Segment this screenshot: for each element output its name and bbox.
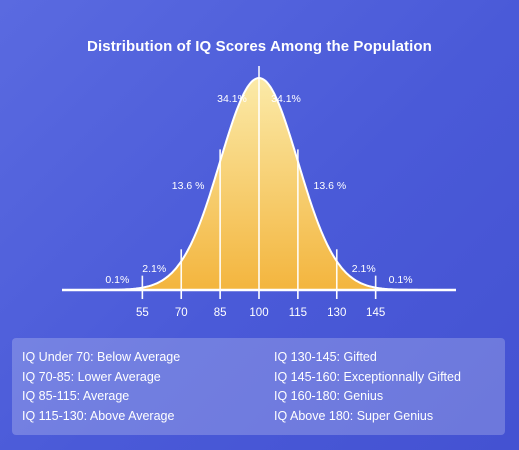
x-tick-label: 55 — [136, 307, 149, 319]
legend-column-right: IQ 130-145: Gifted IQ 145-160: Exception… — [274, 348, 461, 426]
percentage-label: 0.1% — [389, 274, 413, 286]
percentage-label: 0.1% — [105, 274, 129, 286]
percentage-label: 34.1% — [217, 93, 247, 105]
percentage-label: 13.6 % — [172, 180, 205, 192]
legend-item: IQ 70-85: Lower Average — [22, 369, 161, 384]
legend-item: IQ 130-145: Gifted — [274, 350, 377, 364]
x-tick-label: 100 — [249, 307, 268, 319]
legend-item: IQ 115-130: Above Average — [22, 408, 175, 423]
x-tick-label: 130 — [327, 307, 346, 319]
percentage-label: 13.6 % — [314, 180, 347, 192]
percentage-label: 2.1% — [142, 263, 166, 275]
x-tick-label: 145 — [366, 307, 385, 319]
legend-item: IQ Under 70: Below Average — [22, 350, 181, 364]
legend-panel: IQ Under 70: Below Average IQ 70-85: Low… — [12, 338, 505, 435]
legend-item: IQ Above 180: Super Genius — [274, 408, 434, 423]
percentage-label: 34.1% — [271, 93, 301, 105]
chart-title: Distribution of IQ Scores Among the Popu… — [87, 38, 432, 55]
percentage-label: 2.1% — [352, 263, 376, 275]
bell-curve-chart: 55 70 85 100 115 130 145 34.1% 34.1% 13.6 % 13.6 … — [62, 78, 456, 319]
x-tick-label: 70 — [175, 307, 188, 319]
x-tick-label: 115 — [289, 307, 307, 319]
x-tick-label: 85 — [214, 307, 227, 319]
legend-item: IQ 160-180: Genius — [274, 389, 384, 403]
legend-item: IQ 145-160: Exceptionnally Gifted — [274, 369, 461, 384]
legend-item: IQ 85-115: Average — [22, 389, 130, 403]
legend-column-left: IQ Under 70: Below Average IQ 70-85: Low… — [22, 348, 180, 426]
